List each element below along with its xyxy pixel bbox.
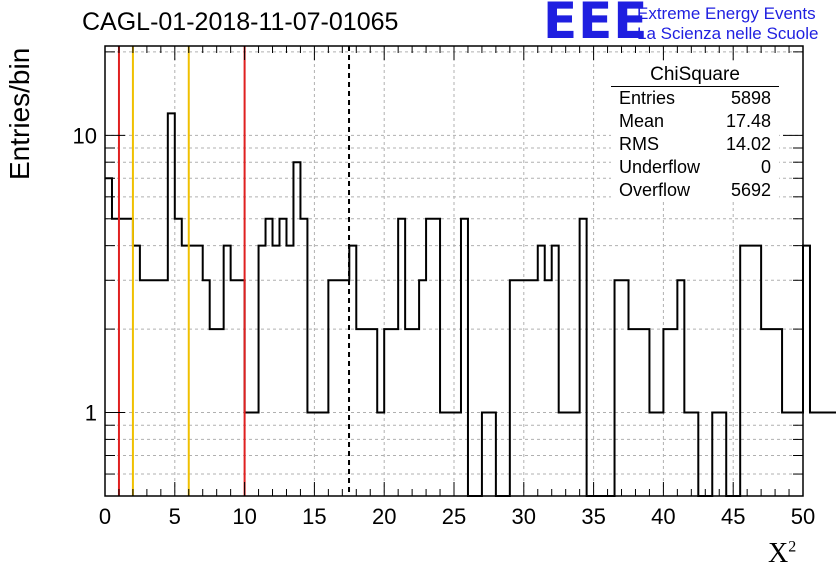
marker-lines [117,46,351,496]
histogram-bin [189,246,196,496]
histogram-bin [552,246,559,496]
histogram-bin [740,246,747,496]
histogram-bin [419,280,426,496]
histogram-bin [335,280,342,496]
y-tick-label: 1 [85,401,97,426]
histogram-bin [398,219,405,496]
histogram-bin [615,280,622,496]
histogram-bin [203,280,210,496]
x-axis-label: X2 [768,538,797,569]
x-tick-label: 10 [232,504,256,529]
histogram-bin [119,219,126,496]
histogram-bin [461,219,468,496]
histogram-bin [154,280,161,496]
histogram-bin [259,246,266,496]
stats-row-underflow: Underflow 0 [619,157,771,177]
stats-title: ChiSquare [611,64,779,87]
logo-line-2: La Scienza nelle Scuole [637,24,819,43]
histogram-bin [273,246,280,496]
x-tick-label: 0 [99,504,111,529]
y-tick-label: 10 [73,123,97,148]
chart-title: CAGL-01-2018-11-07-01065 [82,8,399,36]
x-tick-label: 15 [302,504,326,529]
histogram-bin [831,413,836,496]
y-axis-label: Entries/bin [4,47,35,180]
histogram-bin [580,219,587,496]
histogram-bin [168,113,175,496]
histogram-bin [349,246,356,496]
histogram-bin [300,219,307,496]
histogram-bin [182,246,189,496]
histogram-bin [810,413,817,496]
x-tick-label: 25 [442,504,466,529]
histogram-bin [280,219,287,496]
histogram-bin [545,280,552,496]
histogram-bin [266,219,273,496]
stats-row-overflow: Overflow 5692 [619,180,771,200]
histogram-bin [105,178,112,496]
x-tick-label: 40 [651,504,675,529]
histogram-bin [517,280,524,496]
histogram-bin [824,413,831,496]
x-tick-label: 50 [791,504,815,529]
histogram-bin [133,246,140,496]
histogram-bin [196,246,203,496]
histogram-bin [112,219,119,496]
histogram-bin [510,280,517,496]
histogram-bin [803,246,810,496]
logo-line-1: Extreme Energy Events [637,4,816,23]
histogram-bin [140,280,147,496]
histogram-bin [817,413,824,496]
x-tick-label: 5 [169,504,181,529]
axes: 0 5 10 15 20 25 30 35 40 45 50 1 10 [73,45,815,529]
histogram-bin [161,280,168,496]
histogram-bin [531,280,538,496]
histogram-bin [433,219,440,496]
histogram-bin [747,246,754,496]
histogram-bin [328,280,335,496]
histogram-bin [622,280,629,496]
histogram-bin [754,246,761,496]
histogram-bin [147,280,154,496]
histogram-bin [224,246,231,496]
stats-row-mean: Mean 17.48 [619,111,771,131]
histogram-series [105,112,836,497]
x-tick-label: 20 [372,504,396,529]
x-tick-label: 45 [721,504,745,529]
histogram-bin [677,280,684,496]
x-tick-label: 35 [581,504,605,529]
histogram-bin [238,280,245,496]
x-tick-label: 30 [512,504,536,529]
histogram-bin [524,280,531,496]
histogram-bin [175,219,182,496]
histogram-bin [126,219,133,496]
stats-row-rms: RMS 14.02 [619,134,771,154]
histogram-bin [286,246,293,496]
histogram-bin [538,246,545,496]
stats-box: ChiSquare Entries 5898 Mean 17.48 RMS 14.02… [611,64,779,202]
histogram-bin [426,219,433,496]
eee-logo: EEE [543,0,649,50]
stats-row-entries: Entries 5898 [619,88,771,108]
histogram-bin [231,280,238,496]
histogram-outline [105,112,836,497]
